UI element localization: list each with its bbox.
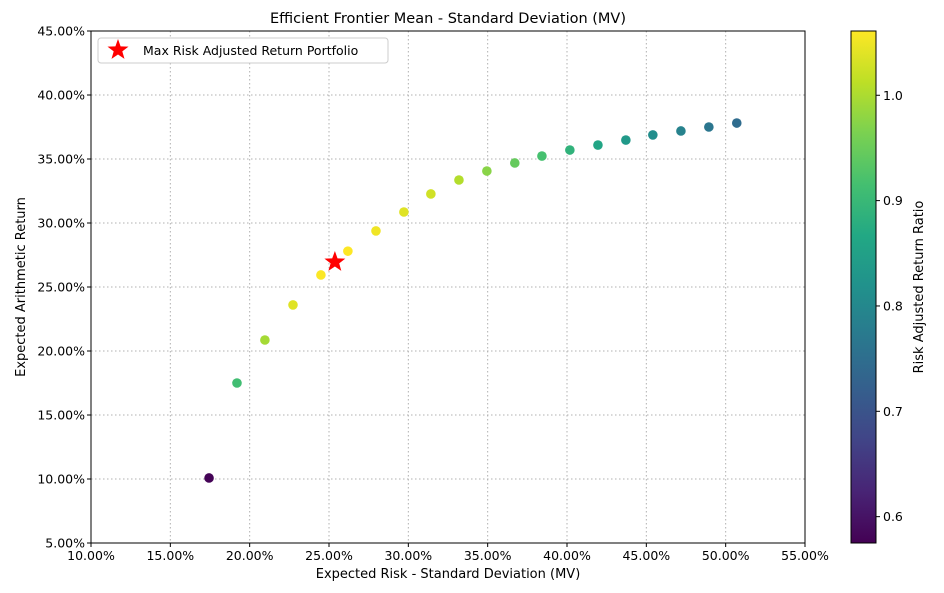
plot-frame — [90, 30, 806, 544]
frontier-point — [621, 135, 631, 145]
x-tick-label: 40.00% — [543, 548, 591, 563]
x-tick-label: 30.00% — [384, 548, 432, 563]
frontier-point — [288, 300, 298, 310]
x-axis-label: Expected Risk - Standard Deviation (MV) — [316, 567, 581, 582]
legend: Max Risk Adjusted Return Portfolio — [97, 37, 389, 64]
max-risk-adjusted-star — [324, 251, 346, 271]
data-points — [204, 118, 742, 483]
colorbar-tick-label: 0.6 — [883, 509, 903, 524]
x-tick-label: 45.00% — [622, 548, 670, 563]
frontier-point — [232, 378, 242, 388]
x-tick-label: 35.00% — [464, 548, 512, 563]
frontier-point — [565, 145, 575, 155]
frontier-point — [537, 151, 547, 161]
legend-box — [97, 37, 389, 64]
frontier-point — [260, 335, 270, 345]
colorbar-tick-label: 0.7 — [883, 404, 903, 419]
frontier-point — [593, 140, 603, 150]
x-tick-label: 25.00% — [305, 548, 353, 563]
frontier-point — [648, 130, 658, 140]
axes: 10.00% 15.00% 20.00% 25.00% 30.00% 35.00% 40.0… — [37, 24, 829, 564]
colorbar-tick-label: 0.9 — [883, 193, 903, 208]
colorbar-label: Risk Adjusted Return Ratio — [912, 201, 927, 374]
x-tick-label: 50.00% — [702, 548, 750, 563]
y-tick-label: 45.00% — [37, 24, 85, 39]
frontier-point — [731, 118, 742, 128]
colorbar-tick-label: 1.0 — [883, 88, 903, 103]
colorbar-ticks: 0.6 0.7 0.8 0.9 1.0 — [876, 88, 903, 524]
frontier-point — [509, 158, 520, 168]
y-axis-label: Expected Arithmetic Return — [14, 197, 29, 377]
frontier-point — [399, 207, 409, 217]
frontier-point — [204, 473, 214, 483]
frontier-point — [316, 270, 326, 280]
x-tick-label: 20.00% — [226, 548, 274, 563]
y-tick-label: 35.00% — [37, 152, 85, 167]
frontier-point — [482, 166, 492, 176]
colorbar-tick-label: 0.8 — [883, 298, 903, 313]
x-tick-label: 15.00% — [146, 548, 194, 563]
grid — [90, 30, 806, 544]
y-tick-label: 10.00% — [37, 472, 85, 487]
chart-title: Efficient Frontier Mean - Standard Devia… — [270, 11, 626, 27]
y-tick-label: 25.00% — [37, 280, 85, 295]
frontier-point — [676, 126, 686, 136]
y-tick-label: 5.00% — [45, 536, 85, 551]
y-tick-label: 40.00% — [37, 88, 85, 103]
legend-star-icon — [107, 39, 129, 59]
frontier-point — [426, 189, 436, 199]
y-tick-label: 20.00% — [37, 344, 85, 359]
frontier-point — [343, 246, 353, 256]
frontier-point — [704, 122, 714, 132]
colorbar — [850, 30, 877, 544]
y-tick-label: 15.00% — [37, 408, 85, 423]
x-tick-label: 10.00% — [67, 548, 115, 563]
legend-label: Max Risk Adjusted Return Portfolio — [143, 43, 358, 58]
x-tick-label: 55.00% — [781, 548, 829, 563]
frontier-point — [454, 175, 464, 185]
frontier-point — [371, 226, 381, 236]
y-tick-label: 30.00% — [37, 216, 85, 231]
